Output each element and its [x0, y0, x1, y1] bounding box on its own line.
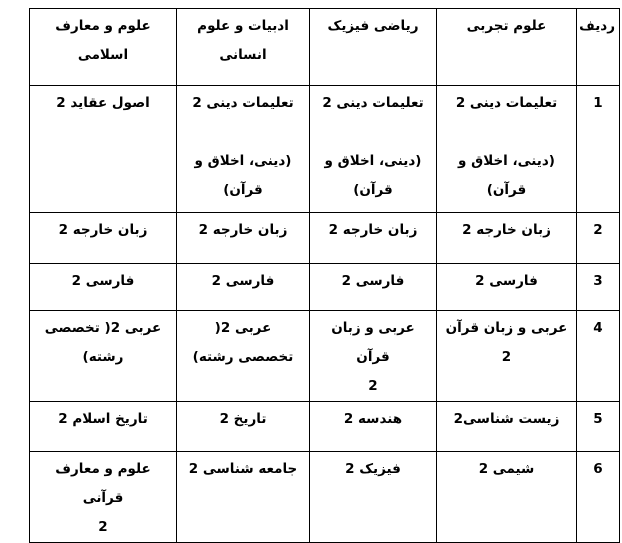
cell-tajrobi: شیمی 2: [436, 451, 577, 543]
cell-eslami: عربی 2( تخصصی رشته): [29, 309, 177, 403]
header-row: ردیف علوم تجربی ریاضی فیزیک ادبیات و علو…: [29, 8, 620, 86]
cell-tajrobi: زیست شناسی2: [436, 401, 577, 453]
row-number: 5: [576, 401, 620, 453]
page: { "page": { "background": "#ffffff", "bo…: [29, 8, 620, 543]
cell-ensani: زبان خارجه 2: [176, 212, 310, 264]
cell-tajrobi: تعلیمات دینی 2 (دینی، اخلاق و قرآن): [436, 85, 577, 213]
cell-riazi: زبان خارجه 2: [309, 212, 437, 264]
table-row: 5 زیست شناسی2 هندسه 2 تاریخ 2 تاریخ اسلا…: [29, 401, 620, 453]
cell-ensani: تاریخ 2: [176, 401, 310, 453]
header-riazi-physic: ریاضی فیزیک: [309, 8, 437, 86]
cell-riazi: عربی و زبان قرآن 2: [309, 309, 437, 403]
cell-riazi: فیزیک 2: [309, 451, 437, 543]
header-oloum-tajrobi: علوم تجربی: [436, 8, 577, 86]
table-row: 3 فارسی 2 فارسی 2 فارسی 2 فارسی 2: [29, 263, 620, 311]
cell-eslami: اصول عقاید 2: [29, 85, 177, 213]
row-number: 6: [576, 451, 620, 543]
table-row: 6 شیمی 2 فیزیک 2 جامعه شناسی 2 علوم و مع…: [29, 451, 620, 543]
cell-eslami: فارسی 2: [29, 263, 177, 311]
table-row: 2 زبان خارجه 2 زبان خارجه 2 زبان خارجه 2…: [29, 212, 620, 264]
cell-eslami: زبان خارجه 2: [29, 212, 177, 264]
row-number: 3: [576, 263, 620, 311]
cell-riazi: تعلیمات دینی 2 (دینی، اخلاق و قرآن): [309, 85, 437, 213]
table-row: 1 تعلیمات دینی 2 (دینی، اخلاق و قرآن) تع…: [29, 85, 620, 213]
header-radif: ردیف: [576, 8, 620, 86]
row-number: 1: [576, 85, 620, 213]
cell-tajrobi: فارسی 2: [436, 263, 577, 311]
cell-ensani: فارسی 2: [176, 263, 310, 311]
cell-ensani: جامعه شناسی 2: [176, 451, 310, 543]
cell-ensani: تعلیمات دینی 2 (دینی، اخلاق و قرآن): [176, 85, 310, 213]
cell-tajrobi: عربی و زبان قرآن 2: [436, 309, 577, 403]
cell-ensani: عربی 2( تخصصی رشته): [176, 309, 310, 403]
header-adabiat-ensani: ادبیات و علوم انسانی: [176, 8, 310, 86]
curriculum-table: ردیف علوم تجربی ریاضی فیزیک ادبیات و علو…: [29, 8, 620, 543]
cell-eslami: تاریخ اسلام 2: [29, 401, 177, 453]
row-number: 4: [576, 309, 620, 403]
row-number: 2: [576, 212, 620, 264]
table-row: 4 عربی و زبان قرآن 2 عربی و زبان قرآن 2 …: [29, 309, 620, 403]
cell-riazi: فارسی 2: [309, 263, 437, 311]
cell-riazi: هندسه 2: [309, 401, 437, 453]
header-oloum-eslami: علوم و معارف اسلامی: [29, 8, 177, 86]
cell-eslami: علوم و معارف قرآنی 2: [29, 451, 177, 543]
cell-tajrobi: زبان خارجه 2: [436, 212, 577, 264]
